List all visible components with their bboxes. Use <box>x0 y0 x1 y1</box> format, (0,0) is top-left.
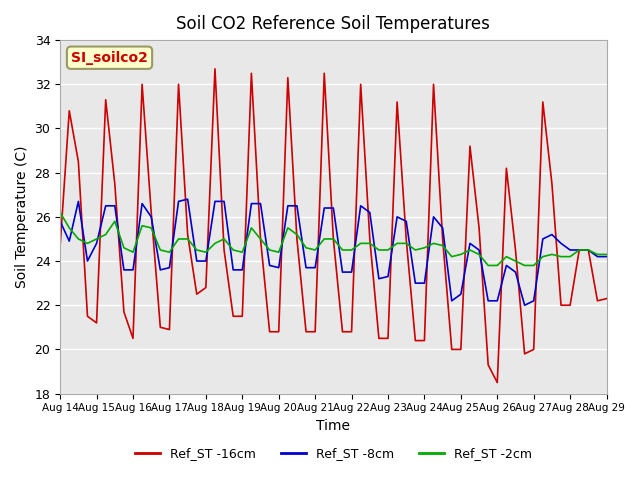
Ref_ST -2cm <box>166 249 173 255</box>
Title: Soil CO2 Reference Soil Temperatures: Soil CO2 Reference Soil Temperatures <box>177 15 490 33</box>
Ref_ST -16cm <box>184 232 191 238</box>
Ref_ST -2cm <box>384 247 392 253</box>
Ref_ST -8cm <box>257 201 264 206</box>
Ref_ST -2cm <box>348 247 355 253</box>
X-axis label: Time: Time <box>316 419 350 433</box>
Ref_ST -8cm <box>393 214 401 220</box>
Line: Ref_ST -2cm: Ref_ST -2cm <box>60 213 607 265</box>
Ref_ST -16cm <box>357 82 365 87</box>
Text: SI_soilco2: SI_soilco2 <box>71 51 148 65</box>
Ref_ST -16cm <box>548 181 556 187</box>
Ref_ST -16cm <box>257 236 264 242</box>
Ref_ST -2cm <box>56 210 64 216</box>
Ref_ST -2cm <box>539 254 547 260</box>
Ref_ST -8cm <box>521 302 529 308</box>
Ref_ST -8cm <box>548 232 556 238</box>
Ref_ST -2cm <box>484 263 492 268</box>
Ref_ST -8cm <box>603 254 611 260</box>
Line: Ref_ST -16cm: Ref_ST -16cm <box>60 69 607 383</box>
Y-axis label: Soil Temperature (C): Soil Temperature (C) <box>15 145 29 288</box>
Ref_ST -16cm <box>56 243 64 249</box>
Legend: Ref_ST -16cm, Ref_ST -8cm, Ref_ST -2cm: Ref_ST -16cm, Ref_ST -8cm, Ref_ST -2cm <box>130 442 537 465</box>
Ref_ST -2cm <box>603 252 611 257</box>
Ref_ST -2cm <box>184 236 191 242</box>
Ref_ST -8cm <box>357 203 365 209</box>
Ref_ST -8cm <box>166 265 173 271</box>
Ref_ST -8cm <box>193 258 200 264</box>
Ref_ST -16cm <box>211 66 219 72</box>
Ref_ST -16cm <box>603 296 611 301</box>
Ref_ST -2cm <box>248 225 255 231</box>
Ref_ST -16cm <box>493 380 501 385</box>
Ref_ST -16cm <box>393 99 401 105</box>
Line: Ref_ST -8cm: Ref_ST -8cm <box>60 199 607 305</box>
Ref_ST -8cm <box>184 196 191 202</box>
Ref_ST -16cm <box>166 327 173 333</box>
Ref_ST -8cm <box>56 218 64 224</box>
